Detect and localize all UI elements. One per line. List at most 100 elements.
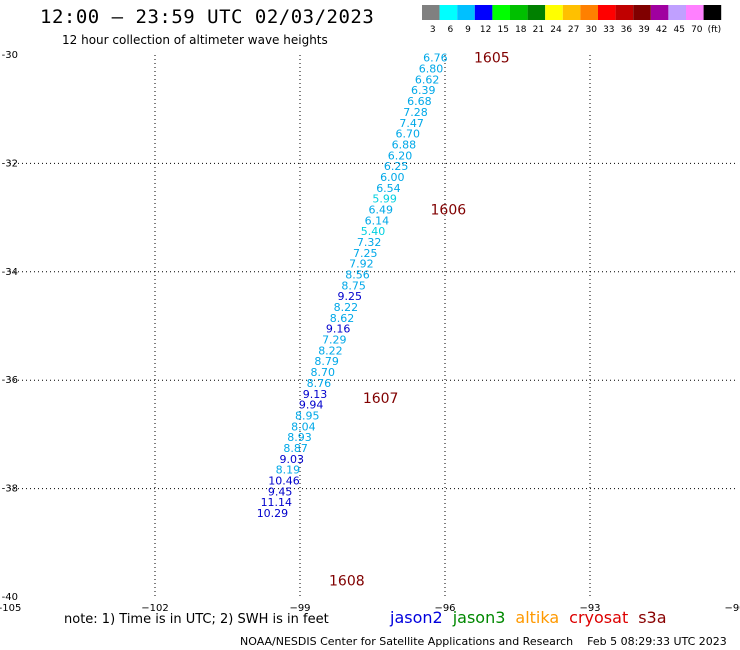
wave-height-point: 8.76 — [307, 377, 332, 390]
colorbar-swatch — [527, 5, 546, 20]
colorbar-swatch — [422, 5, 440, 20]
time-label: 1607 — [363, 391, 399, 407]
wave-height-point: 8.19 — [276, 464, 301, 477]
colorbar-label: 12 — [480, 25, 491, 35]
colorbar-swatch — [650, 5, 669, 20]
satellite-legend: jason2 jason3 altika cryosat s3a — [390, 608, 677, 627]
wave-height-point: 6.14 — [365, 214, 390, 227]
wave-height-point: 8.95 — [295, 409, 320, 422]
wave-height-point: 7.47 — [399, 117, 424, 130]
wave-height-point: 6.76 — [423, 52, 448, 65]
y-tick-label: -36 — [2, 375, 18, 386]
x-tick-label: −102 — [141, 603, 168, 614]
x-tick-label: −99 — [289, 603, 310, 614]
wave-height-point: 11.14 — [261, 496, 293, 509]
wave-height-point: 6.88 — [392, 138, 417, 151]
wave-height-point: 8.22 — [318, 344, 343, 357]
colorbar-swatch — [510, 5, 528, 20]
colorbar-swatch — [545, 5, 563, 20]
wave-height-point: 7.28 — [403, 106, 428, 119]
colorbar-swatch — [633, 5, 651, 20]
y-tick-label: -34 — [2, 267, 18, 278]
legend-entry-cryosat: cryosat — [569, 608, 629, 627]
wave-height-point: 9.25 — [338, 290, 363, 303]
wave-height-point: 6.49 — [368, 203, 393, 216]
colorbar-label: (ft) — [708, 25, 722, 35]
wave-height-point: 9.16 — [326, 323, 351, 336]
x-tick-label: −96 — [434, 603, 455, 614]
colorbar-swatch — [580, 5, 598, 20]
credit-line: NOAA/NESDIS Center for Satellite Applica… — [240, 635, 727, 648]
wave-height-point: 6.00 — [380, 171, 405, 184]
wave-height-point: 9.94 — [299, 399, 324, 412]
wave-height-point: 8.22 — [334, 301, 359, 314]
colorbar-label: 6 — [448, 25, 454, 35]
colorbar-swatch — [439, 5, 458, 20]
colorbar-label: 18 — [515, 25, 527, 35]
timestamp: Feb 5 08:29:33 UTC 2023 — [587, 635, 727, 648]
wave-height-point: 5.40 — [361, 225, 386, 238]
chart-title: 12:00 – 23:59 UTC 02/03/2023 — [40, 6, 375, 28]
legend-entry-altika: altika — [515, 608, 560, 627]
wave-height-point: 8.87 — [283, 442, 308, 455]
colorbar-label: 21 — [533, 25, 544, 35]
colorbar-swatch — [562, 5, 581, 20]
time-label: 1605 — [474, 51, 510, 67]
wave-height-point: 6.39 — [411, 84, 436, 97]
y-tick-label: -30 — [2, 50, 18, 61]
wave-height-point: 8.62 — [330, 312, 355, 325]
wave-height-point: 10.29 — [257, 507, 289, 520]
colorbar-swatch — [457, 5, 475, 20]
wave-height-point: 7.32 — [357, 236, 382, 249]
wave-height-point: 7.29 — [322, 334, 347, 347]
colorbar-swatch — [668, 5, 686, 20]
y-tick-label: -32 — [2, 158, 18, 169]
wave-height-point: 8.04 — [291, 420, 316, 433]
wave-height-point: 9.13 — [303, 388, 328, 401]
wave-height-point: 8.75 — [341, 279, 366, 292]
x-tick-label: −90 — [724, 603, 740, 614]
wave-height-point: 6.20 — [388, 149, 413, 162]
y-tick-label: -40 — [2, 592, 18, 603]
wave-height-point: 9.45 — [268, 485, 293, 498]
wave-height-point: 7.25 — [353, 247, 378, 260]
colorbar-swatch — [492, 5, 510, 20]
credit-text: NOAA/NESDIS Center for Satellite Applica… — [240, 635, 574, 648]
wave-height-point: 6.62 — [415, 73, 440, 86]
legend-entry-jason2: jason2 — [390, 608, 443, 627]
chart-subtitle: 12 hour collection of altimeter wave hei… — [62, 33, 328, 47]
footnote: note: 1) Time is in UTC; 2) SWH is in fe… — [64, 612, 329, 627]
colorbar-label: 3 — [430, 25, 436, 35]
x-tick-label: −93 — [579, 603, 600, 614]
colorbar-label: 30 — [585, 25, 597, 35]
legend-entry-jason3: jason3 — [452, 608, 506, 627]
colorbar-label: 24 — [550, 25, 562, 35]
colorbar-label: 45 — [673, 25, 684, 35]
wave-height-point: 9.03 — [280, 453, 305, 466]
colorbar-label: 42 — [656, 25, 667, 35]
wave-height-point: 10.46 — [268, 474, 300, 487]
colorbar-swatch — [474, 5, 493, 20]
time-label: 1606 — [431, 202, 467, 218]
wave-height-point: 7.92 — [349, 258, 374, 271]
colorbar-swatch — [615, 5, 634, 20]
wave-height-point: 6.68 — [407, 95, 432, 108]
colorbar-label: 15 — [497, 25, 508, 35]
wave-height-point: 6.70 — [396, 128, 421, 141]
colorbar-label: 9 — [465, 25, 471, 35]
time-label: 1608 — [329, 574, 365, 590]
x-tick-label: -105 — [0, 603, 21, 614]
colorbar: 3 6 9 12 15 18 21 24 27 30 33 36 39 42 45 70 (ft) — [422, 5, 722, 35]
wave-height-point: 8.56 — [345, 269, 370, 282]
y-tick-label: -38 — [2, 484, 18, 495]
colorbar-label: 27 — [568, 25, 579, 35]
wave-height-point: 6.25 — [384, 160, 409, 173]
colorbar-swatch — [703, 5, 722, 20]
wave-height-point: 6.54 — [376, 182, 401, 195]
colorbar-label: 36 — [621, 25, 633, 35]
colorbar-label: 70 — [691, 25, 703, 35]
colorbar-swatch — [686, 5, 704, 20]
colorbar-label: 33 — [603, 25, 614, 35]
colorbar-label: 39 — [638, 25, 650, 35]
